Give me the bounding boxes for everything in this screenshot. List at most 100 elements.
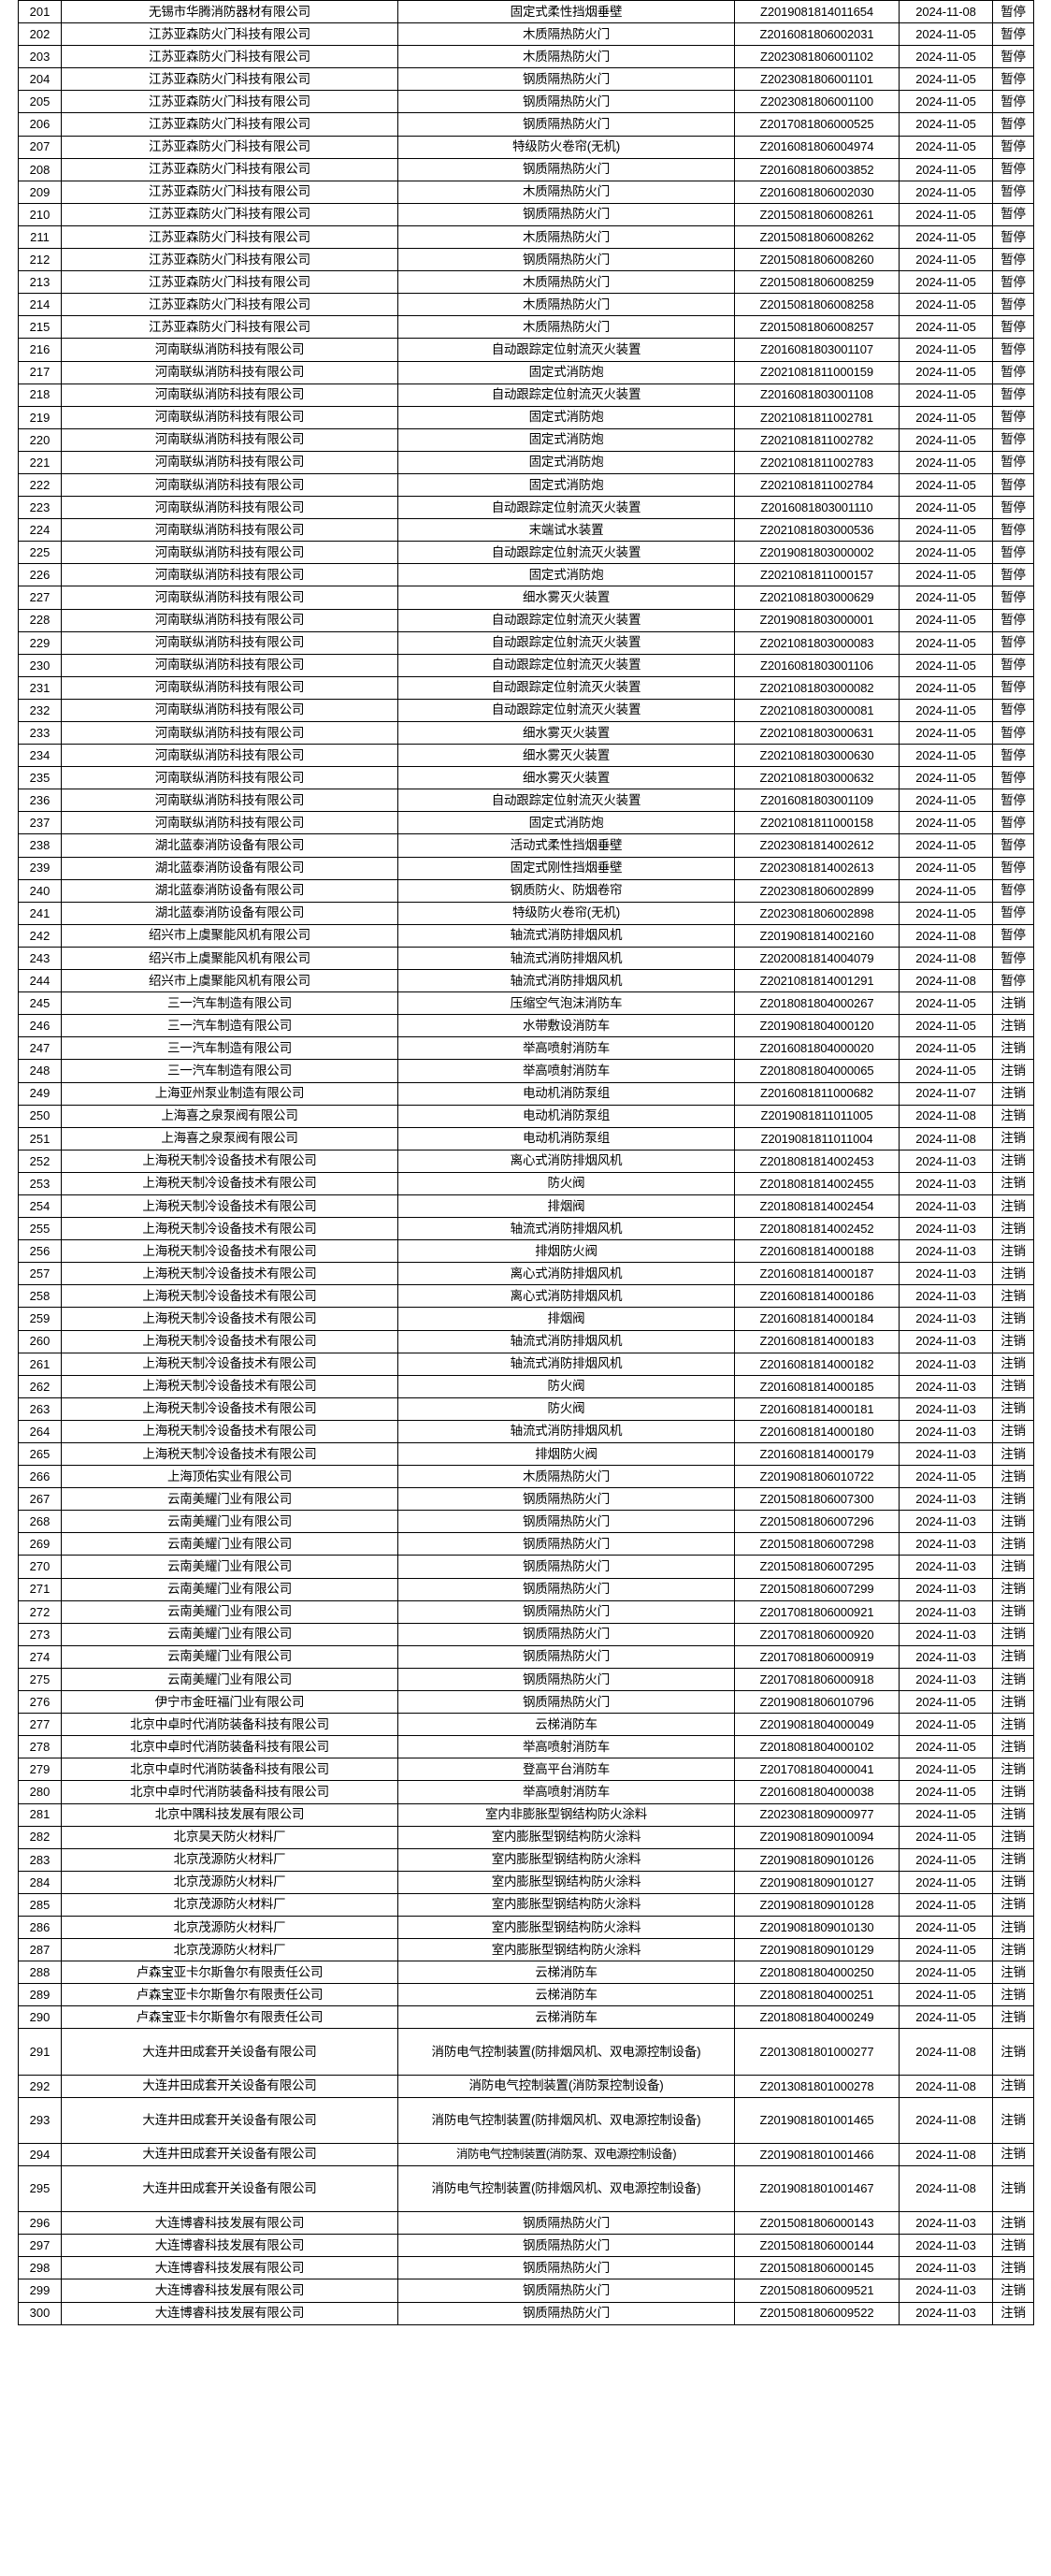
product-name: 钢质隔热防火门 [397, 1510, 735, 1534]
table-row: 275 云南美耀门业有限公司 钢质隔热防火门 Z2017081806000918 202… [18, 1667, 1034, 1692]
row-index: 219 [18, 405, 62, 429]
status-badge: 暂停 [992, 878, 1034, 903]
company-name: 北京中卓时代消防装备科技有限公司 [61, 1735, 398, 1759]
company-name: 大连博睿科技发展有限公司 [61, 2279, 398, 2303]
status-badge: 暂停 [992, 675, 1034, 700]
certificate-number: Z2015081806007299 [734, 1577, 900, 1601]
product-name: 固定式消防炮 [397, 427, 735, 452]
status-badge: 注销 [992, 2096, 1034, 2144]
certificate-number: Z2018081814002452 [734, 1217, 900, 1241]
row-index: 295 [18, 2164, 62, 2213]
status-badge: 暂停 [992, 630, 1034, 655]
table-row: 293 大连井田成套开关设备有限公司 消防电气控制装置(防排烟风机、双电源控制设备)… [18, 2096, 1034, 2144]
status-badge: 暂停 [992, 586, 1034, 610]
status-badge: 暂停 [992, 248, 1034, 272]
table-row: 252 上海税天制冷设备技术有限公司 离心式消防排烟风机 Z2018081814002… [18, 1149, 1034, 1173]
row-index: 265 [18, 1441, 62, 1467]
certificate-number: Z2015081806008259 [734, 270, 900, 295]
action-date: 2024-11-08 [899, 2142, 993, 2167]
action-date: 2024-11-05 [899, 67, 993, 92]
action-date: 2024-11-05 [899, 112, 993, 137]
status-badge: 注销 [992, 1577, 1034, 1601]
table-row: 243 绍兴市上虞聚能风机有限公司 轴流式消防排烟风机 Z20200818140040… [18, 946, 1034, 971]
status-badge: 注销 [992, 1081, 1034, 1106]
row-index: 230 [18, 653, 62, 677]
company-name: 江苏亚森防火门科技有限公司 [61, 248, 398, 272]
product-name: 防火阀 [397, 1397, 735, 1421]
company-name: 上海税天制冷设备技术有限公司 [61, 1352, 398, 1376]
status-badge: 暂停 [992, 541, 1034, 565]
row-index: 268 [18, 1510, 62, 1534]
product-name: 轴流式消防排烟风机 [397, 923, 735, 948]
row-index: 286 [18, 1915, 62, 1940]
table-row: 288 卢森宝亚卡尔斯鲁尔有限责任公司 云梯消防车 Z2018081804000250… [18, 1961, 1034, 1985]
action-date: 2024-11-03 [899, 1217, 993, 1241]
product-name: 钢质隔热防火门 [397, 1555, 735, 1579]
certificate-number: Z2018081814002454 [734, 1194, 900, 1219]
row-index: 284 [18, 1870, 62, 1894]
certificate-number: Z2015081806000143 [734, 2211, 900, 2236]
status-badge: 注销 [992, 1487, 1034, 1512]
status-badge: 暂停 [992, 224, 1034, 250]
action-date: 2024-11-05 [899, 720, 993, 745]
certificate-number: Z2018081804000249 [734, 2005, 900, 2030]
certificate-number: Z2019081809010129 [734, 1938, 900, 1962]
action-date: 2024-11-03 [899, 1667, 993, 1692]
status-badge: 暂停 [992, 720, 1034, 745]
table-row: 270 云南美耀门业有限公司 钢质隔热防火门 Z2015081806007295 202… [18, 1555, 1034, 1579]
product-name: 钢质隔热防火门 [397, 1487, 735, 1512]
company-name: 上海税天制冷设备技术有限公司 [61, 1374, 398, 1398]
certificate-number: Z2019081806010722 [734, 1465, 900, 1489]
company-name: 大连博睿科技发展有限公司 [61, 2211, 398, 2236]
status-badge: 注销 [992, 1870, 1034, 1894]
product-name: 细水雾灭火装置 [397, 586, 735, 610]
action-date: 2024-11-05 [899, 1892, 993, 1917]
status-badge: 暂停 [992, 90, 1034, 114]
action-date: 2024-11-05 [899, 1961, 993, 1985]
row-index: 291 [18, 2028, 62, 2076]
product-name: 特级防火卷帘(无机) [397, 901, 735, 925]
status-badge: 暂停 [992, 67, 1034, 92]
status-badge: 注销 [992, 1194, 1034, 1219]
table-row: 229 河南联纵消防科技有限公司 自动跟踪定位射流灭火装置 Z202108180300… [18, 630, 1034, 655]
product-name: 电动机消防泵组 [397, 1104, 735, 1128]
product-name: 钢质隔热防火门 [397, 2234, 735, 2258]
company-name: 江苏亚森防火门科技有限公司 [61, 112, 398, 137]
certificate-number: Z2017081806000525 [734, 112, 900, 137]
action-date: 2024-11-03 [899, 1577, 993, 1601]
action-date: 2024-11-03 [899, 1284, 993, 1309]
table-row: 242 绍兴市上虞聚能风机有限公司 轴流式消防排烟风机 Z20190818140021… [18, 923, 1034, 948]
company-name: 江苏亚森防火门科技有限公司 [61, 270, 398, 295]
status-badge: 注销 [992, 1307, 1034, 1331]
action-date: 2024-11-05 [899, 1758, 993, 1782]
table-row: 204 江苏亚森防火门科技有限公司 钢质隔热防火门 Z2023081806001101… [18, 67, 1034, 92]
certificate-number: Z2016081803001106 [734, 653, 900, 677]
row-index: 290 [18, 2005, 62, 2030]
certificate-number: Z2016081814000186 [734, 1284, 900, 1309]
product-name: 固定式消防炮 [397, 563, 735, 587]
certificate-number: Z2021081814001291 [734, 969, 900, 993]
status-badge: 暂停 [992, 698, 1034, 723]
row-index: 213 [18, 270, 62, 295]
status-badge: 注销 [992, 1802, 1034, 1827]
action-date: 2024-11-05 [899, 135, 993, 159]
action-date: 2024-11-08 [899, 2028, 993, 2076]
table-row: 277 北京中卓时代消防装备科技有限公司 云梯消防车 Z201908180400004… [18, 1713, 1034, 1737]
status-badge: 注销 [992, 2301, 1034, 2325]
row-index: 231 [18, 675, 62, 700]
certificate-number: Z2016081814000187 [734, 1262, 900, 1286]
action-date: 2024-11-05 [899, 1825, 993, 1849]
product-name: 钢质隔热防火门 [397, 248, 735, 272]
product-name: 固定式柔性挡烟垂壁 [397, 0, 735, 24]
row-index: 226 [18, 563, 62, 587]
action-date: 2024-11-03 [899, 1441, 993, 1467]
action-date: 2024-11-05 [899, 1014, 993, 1038]
row-index: 215 [18, 315, 62, 340]
product-name: 细水雾灭火装置 [397, 766, 735, 790]
product-name: 轴流式消防排烟风机 [397, 969, 735, 993]
row-index: 207 [18, 135, 62, 159]
certificate-number: Z2023081806002898 [734, 901, 900, 925]
company-name: 河南联纵消防科技有限公司 [61, 744, 398, 768]
status-badge: 注销 [992, 1667, 1034, 1692]
certificate-number: Z2019081809010127 [734, 1870, 900, 1894]
